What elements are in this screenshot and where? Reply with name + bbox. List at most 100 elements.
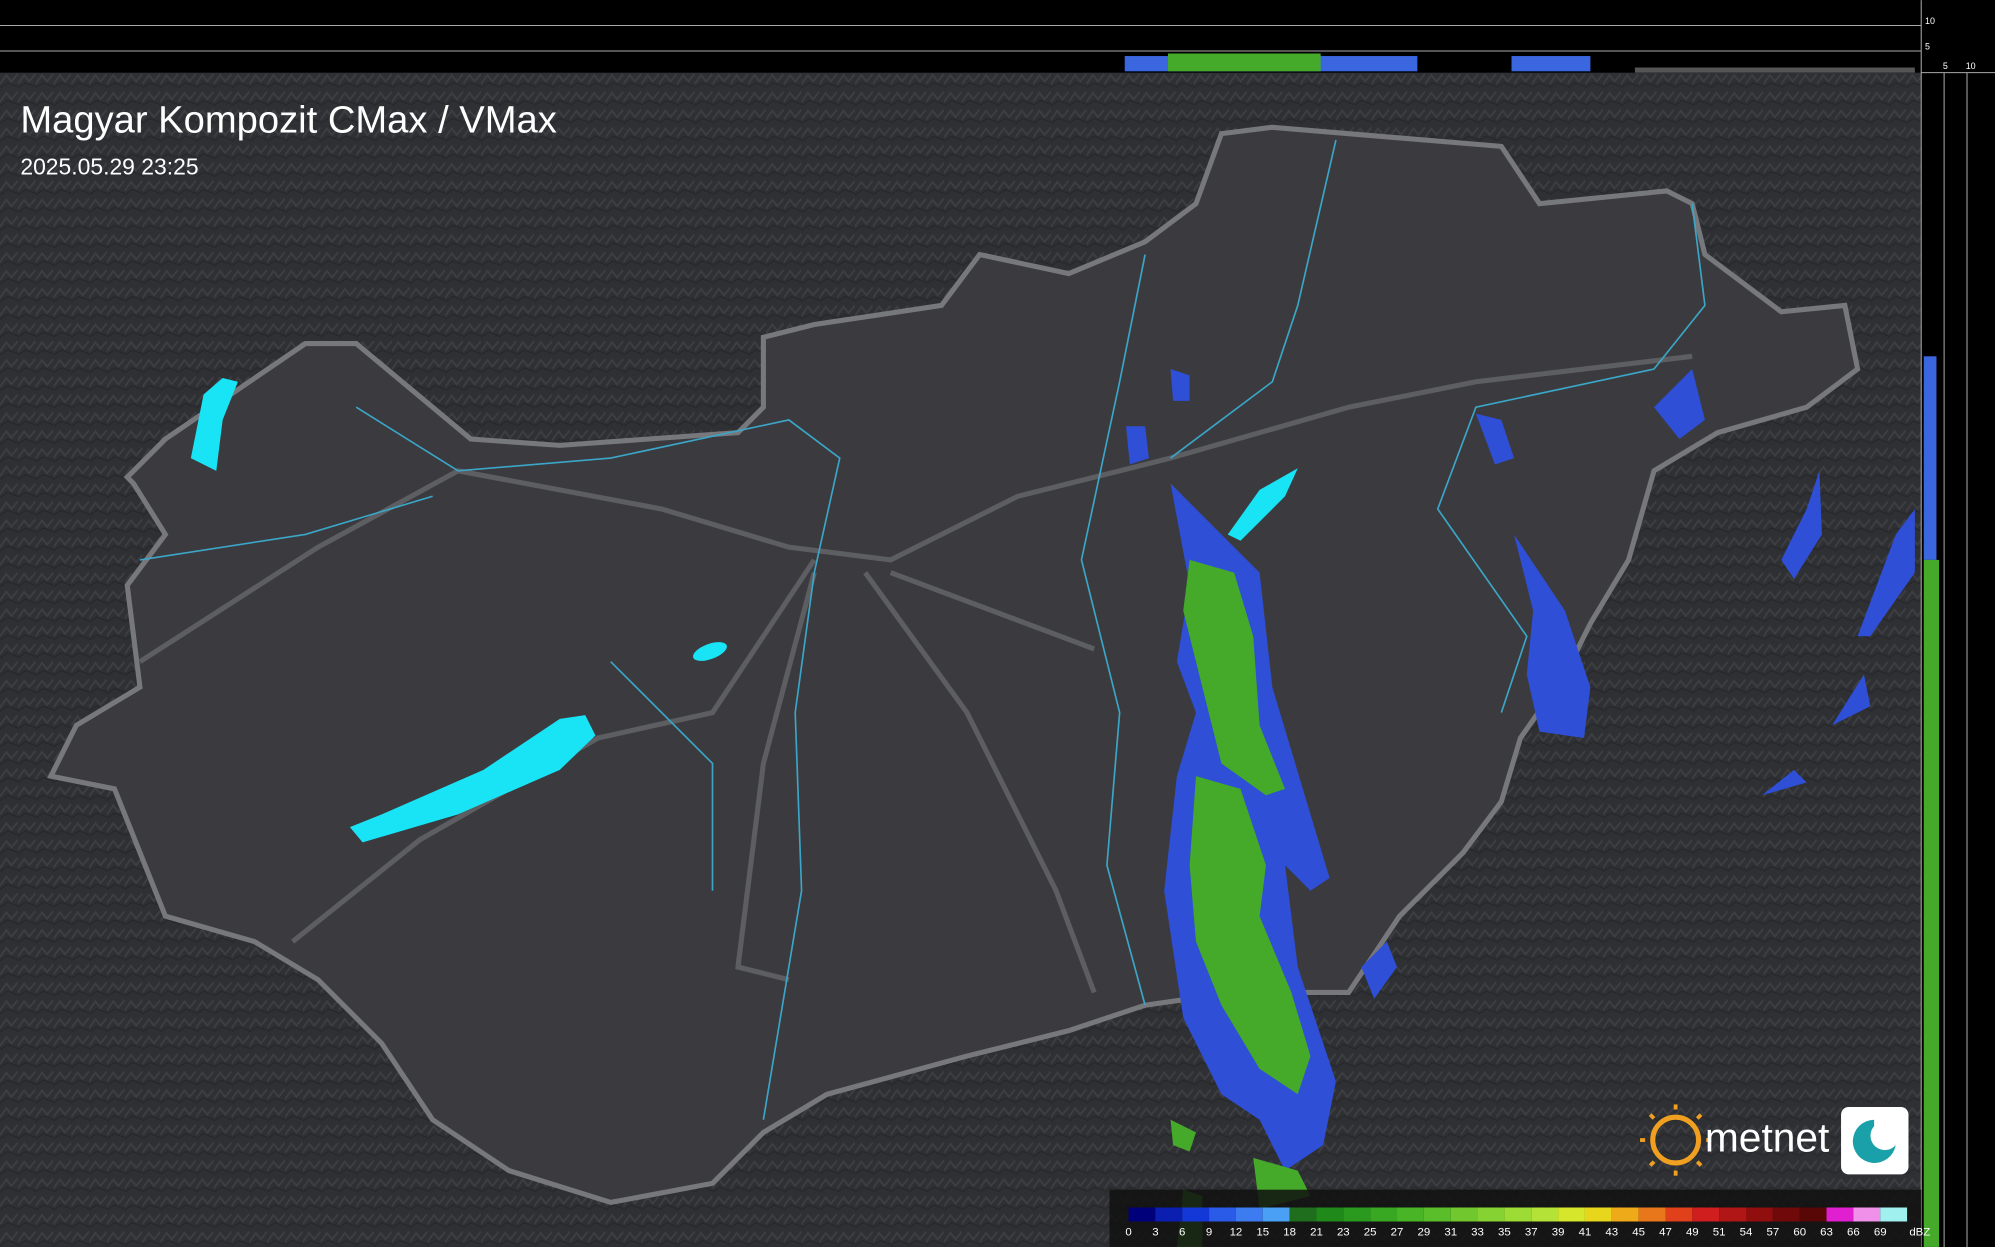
legend-tick-label: 39 xyxy=(1552,1226,1565,1238)
legend-tick-label: 45 xyxy=(1632,1226,1645,1238)
legend-swatch xyxy=(1746,1207,1773,1222)
legend-tick-label: 25 xyxy=(1364,1226,1377,1238)
river xyxy=(1080,254,1146,1006)
legend-swatch xyxy=(1289,1207,1317,1222)
legend-tick-label: 33 xyxy=(1471,1226,1484,1238)
profile-scale-label: 10 xyxy=(1925,16,1935,26)
map-title: Magyar Kompozit CMax / VMax xyxy=(20,98,556,141)
legend-swatch xyxy=(1853,1207,1881,1222)
legend-tick-label: 3 xyxy=(1152,1226,1158,1238)
river xyxy=(139,495,433,561)
legend-tick-label: 60 xyxy=(1793,1226,1806,1238)
top-profile-background xyxy=(0,0,1995,73)
legend-swatch xyxy=(1477,1207,1505,1222)
river xyxy=(610,661,714,891)
side-profile xyxy=(1920,0,1995,1247)
legend-tick-label: 12 xyxy=(1230,1226,1243,1238)
rain-area xyxy=(1183,559,1311,1095)
road xyxy=(735,571,817,983)
profile-echo xyxy=(1167,53,1321,72)
rain-area xyxy=(1514,534,1591,739)
legend-unit: dBZ xyxy=(1909,1226,1930,1238)
legend-swatch xyxy=(1423,1207,1451,1222)
legend-swatch xyxy=(1343,1207,1371,1222)
legend-swatch xyxy=(1531,1207,1559,1222)
legend-swatch xyxy=(1772,1207,1800,1222)
road xyxy=(291,558,817,944)
legend-tick-label: 27 xyxy=(1391,1226,1404,1238)
legend-swatch xyxy=(1799,1207,1827,1222)
lake xyxy=(190,377,238,471)
legend-tick-label: 69 xyxy=(1874,1226,1887,1238)
river xyxy=(355,406,841,1120)
color-legend: 0 3 6 9 12 15 18 21 23 25 27 29 31 33 35 37 39 41 43 45 47 49… xyxy=(1109,1189,1930,1247)
app-icon xyxy=(1841,1106,1909,1175)
legend-tick-label: 43 xyxy=(1605,1226,1618,1238)
legend-tick-label: 21 xyxy=(1310,1226,1323,1238)
profile-scale-label: 5 xyxy=(1925,42,1930,52)
legend-tick-label: 35 xyxy=(1498,1226,1511,1238)
legend-tick-label: 51 xyxy=(1713,1226,1726,1238)
legend-tick-label: 54 xyxy=(1740,1226,1753,1238)
road xyxy=(138,353,1693,664)
legend-tick-label: 6 xyxy=(1179,1226,1185,1238)
legend-tick-label: 47 xyxy=(1659,1226,1672,1238)
legend-tick-label: 57 xyxy=(1766,1226,1779,1238)
legend-tick-label: 31 xyxy=(1444,1226,1457,1238)
top-profile xyxy=(0,0,1995,73)
legend-swatch xyxy=(1397,1207,1424,1222)
brand-name: metnet xyxy=(1705,1115,1830,1161)
legend-swatch xyxy=(1584,1207,1612,1222)
legend-tick-label: 23 xyxy=(1337,1226,1350,1238)
rivers xyxy=(139,139,1706,1120)
road xyxy=(863,571,1097,994)
profile-echo xyxy=(1923,559,1940,1247)
lakes xyxy=(190,377,1298,843)
legend-tick-label: 9 xyxy=(1206,1226,1212,1238)
lake xyxy=(349,715,596,843)
roads xyxy=(138,353,1693,994)
legend-swatch xyxy=(1826,1207,1854,1222)
legend-swatch xyxy=(1155,1207,1183,1222)
legend-tick-label: 41 xyxy=(1579,1226,1592,1238)
profile-echo xyxy=(1634,67,1915,73)
river xyxy=(1170,139,1337,459)
legend-tick-label: 18 xyxy=(1283,1226,1296,1238)
legend-swatch xyxy=(1504,1207,1532,1222)
legend-swatch xyxy=(1692,1207,1720,1222)
legend-swatch xyxy=(1316,1207,1344,1222)
legend-swatch xyxy=(1450,1207,1478,1222)
legend-swatch xyxy=(1235,1207,1263,1222)
lake xyxy=(693,642,727,661)
profile-scale-label: 10 xyxy=(1966,61,1976,71)
legend-swatch xyxy=(1665,1207,1693,1222)
profile-scale-label: 5 xyxy=(1943,61,1948,71)
app-icon-swirl xyxy=(1852,1119,1896,1163)
legend-swatch xyxy=(1370,1207,1398,1222)
legend-tick-label: 49 xyxy=(1686,1226,1699,1238)
legend-tick-label: 37 xyxy=(1525,1226,1538,1238)
brand-logo: metnet xyxy=(1640,1104,1909,1176)
profile-echo xyxy=(1511,56,1591,72)
sun-icon xyxy=(1650,1114,1702,1166)
legend-swatch xyxy=(1719,1207,1747,1222)
legend-swatch xyxy=(1182,1207,1210,1222)
legend-swatch xyxy=(1128,1207,1156,1222)
legend-tick-label: 66 xyxy=(1847,1226,1860,1238)
legend-swatch xyxy=(1611,1207,1639,1222)
road xyxy=(889,570,1096,652)
profile-echo xyxy=(1923,356,1937,560)
legend-swatch xyxy=(1880,1207,1908,1222)
timestamp: 2025.05.29 23:25 xyxy=(20,153,198,179)
river xyxy=(1436,203,1706,713)
legend-tick-label: 29 xyxy=(1417,1226,1430,1238)
legend-swatch xyxy=(1262,1207,1290,1222)
legend-swatch xyxy=(1209,1207,1236,1222)
legend-tick-label: 0 xyxy=(1125,1226,1131,1238)
legend-tick-label: 63 xyxy=(1820,1226,1833,1238)
sun-rays xyxy=(1640,1104,1712,1176)
lake xyxy=(1227,468,1298,541)
legend-swatch xyxy=(1638,1207,1666,1222)
